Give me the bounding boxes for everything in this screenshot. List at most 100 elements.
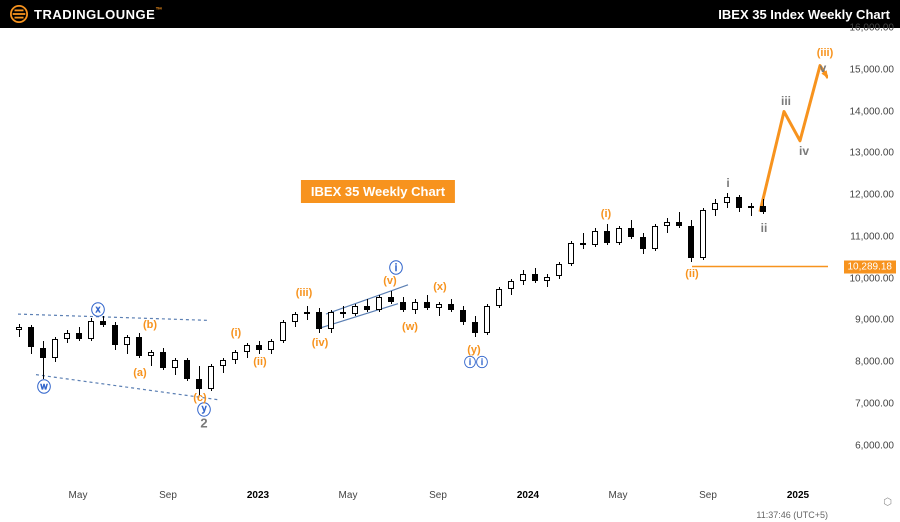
candle-body xyxy=(100,321,106,324)
wave-label: ii xyxy=(761,221,768,235)
wave-label: ⓘ xyxy=(389,258,403,278)
y-tick-label: 15,000.00 xyxy=(850,64,895,75)
candle-body xyxy=(28,327,34,348)
candle-body xyxy=(88,321,94,339)
candle-body xyxy=(196,379,202,389)
candle-body xyxy=(76,333,82,339)
candle-body xyxy=(232,352,238,360)
candle-body xyxy=(460,310,466,323)
candle-body xyxy=(436,304,442,308)
candle-body xyxy=(568,243,574,264)
candle-body xyxy=(616,228,622,243)
candle-body xyxy=(376,297,382,310)
y-tick-label: 14,000.00 xyxy=(850,106,895,117)
x-tick-label: May xyxy=(69,490,88,501)
candle-wick xyxy=(583,233,584,250)
candle-body xyxy=(280,322,286,341)
wave-label: v xyxy=(820,61,827,75)
candle-body xyxy=(244,345,250,351)
x-tick-label: 2025 xyxy=(787,490,809,501)
candle-body xyxy=(64,333,70,339)
y-tick-label: 16,000.00 xyxy=(850,23,895,34)
candle-body xyxy=(424,302,430,308)
y-tick-label: 13,000.00 xyxy=(850,148,895,159)
candle-body xyxy=(472,322,478,332)
candle-body xyxy=(412,302,418,310)
candle-body xyxy=(256,345,262,350)
wave-label: (iii) xyxy=(296,287,313,299)
candle-body xyxy=(208,366,214,389)
wave-label: i xyxy=(726,176,729,190)
wave-label: (i) xyxy=(231,327,241,339)
candle-body xyxy=(592,231,598,246)
candle-body xyxy=(496,289,502,306)
candle-body xyxy=(676,222,682,226)
price-tag: 10,289.18 xyxy=(844,260,897,273)
wave-label: (i) xyxy=(601,208,611,220)
candle-body xyxy=(328,312,334,329)
wave-label: ⓘⓘ xyxy=(464,354,488,371)
wave-label: iii xyxy=(781,94,791,108)
wave-label: 2 xyxy=(200,415,207,430)
wave-label: (c) xyxy=(193,392,206,404)
x-axis: MaySep2023MaySep2024MaySep2025 xyxy=(8,490,828,510)
candle-body xyxy=(484,306,490,333)
candle-body xyxy=(124,337,130,345)
settings-hex-icon[interactable]: ⬡ xyxy=(883,497,892,508)
chart-title-badge: IBEX 35 Weekly Chart xyxy=(301,180,455,203)
candle-body xyxy=(388,297,394,301)
candle-body xyxy=(172,360,178,368)
x-tick-label: 2023 xyxy=(247,490,269,501)
candle-body xyxy=(160,352,166,369)
wave-label: (x) xyxy=(433,281,446,293)
candle-body xyxy=(652,226,658,249)
candle-body xyxy=(400,302,406,310)
wave-label: iv xyxy=(799,144,809,158)
wave-label: ⓦ xyxy=(37,377,51,397)
x-tick-label: Sep xyxy=(159,490,177,501)
x-tick-label: 2024 xyxy=(517,490,539,501)
candle-body xyxy=(532,274,538,280)
candle-body xyxy=(760,206,766,212)
candle-body xyxy=(136,337,142,356)
y-tick-label: 9,000.00 xyxy=(855,315,894,326)
logo: TRADINGLOUNGE™ xyxy=(10,5,163,23)
candle-body xyxy=(556,264,562,277)
candle-body xyxy=(508,281,514,289)
candle-body xyxy=(544,277,550,281)
candle-body xyxy=(628,228,634,236)
chart-area: IBEX 35 Weekly Chartⓦⓧⓨ2(a)(b)(c)(i)(ii)… xyxy=(0,28,900,522)
y-tick-label: 12,000.00 xyxy=(850,190,895,201)
candle-body xyxy=(184,360,190,379)
candle-body xyxy=(112,325,118,346)
candle-body xyxy=(724,197,730,203)
candle-body xyxy=(736,197,742,207)
wave-label: (w) xyxy=(402,321,418,333)
x-tick-label: Sep xyxy=(699,490,717,501)
wave-label: (ii) xyxy=(253,356,266,368)
candle-body xyxy=(712,203,718,209)
candle-body xyxy=(340,312,346,314)
wave-label: (a) xyxy=(133,367,146,379)
logo-icon xyxy=(10,5,28,23)
chart-overlay xyxy=(8,28,828,488)
plot: IBEX 35 Weekly Chartⓦⓧⓨ2(a)(b)(c)(i)(ii)… xyxy=(8,28,828,488)
y-tick-label: 11,000.00 xyxy=(850,231,894,242)
header-title: IBEX 35 Index Weekly Chart xyxy=(718,7,890,22)
candle-body xyxy=(220,360,226,366)
candle-body xyxy=(292,314,298,322)
footer-time: 11:37:46 (UTC+5) xyxy=(756,510,828,520)
header-bar: TRADINGLOUNGE™ IBEX 35 Index Weekly Char… xyxy=(0,0,900,28)
wave-label: ⓧ xyxy=(91,300,105,320)
y-tick-label: 7,000.00 xyxy=(855,398,894,409)
candle-body xyxy=(304,312,310,314)
wave-label: (b) xyxy=(143,319,157,331)
candle-body xyxy=(520,274,526,280)
wave-label: (ii) xyxy=(685,268,698,280)
y-tick-label: 8,000.00 xyxy=(855,357,894,368)
logo-text: TRADINGLOUNGE™ xyxy=(34,7,163,22)
candle-body xyxy=(688,226,694,257)
y-tick-label: 10,000.00 xyxy=(850,273,895,284)
y-tick-label: 6,000.00 xyxy=(855,440,894,451)
x-tick-label: May xyxy=(339,490,358,501)
